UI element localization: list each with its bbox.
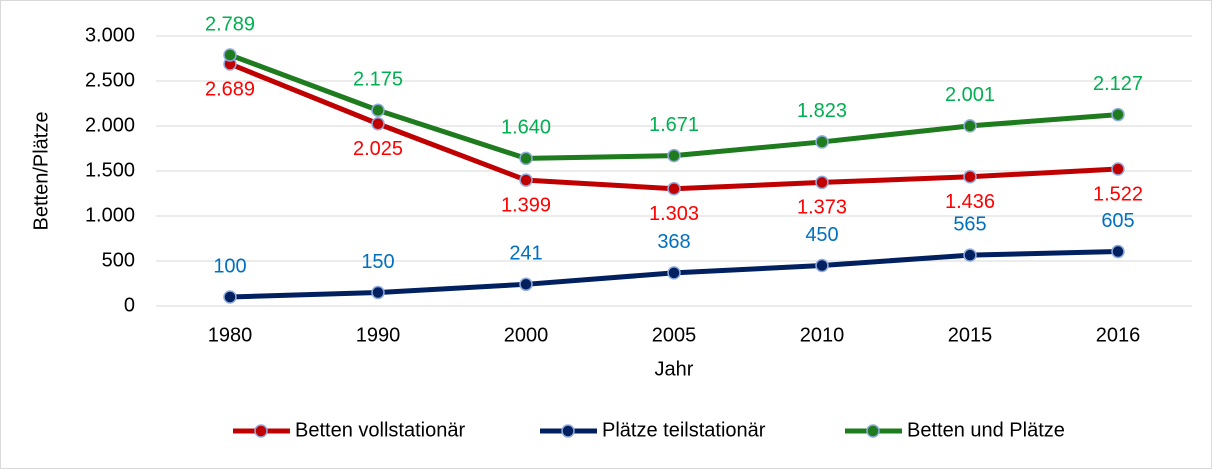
y-tick-label: 3.000: [85, 24, 135, 46]
data-point: [815, 258, 829, 273]
data-label: 1.303: [649, 203, 699, 225]
data-label: 100: [213, 255, 246, 277]
data-label: 2.025: [353, 138, 403, 160]
x-tick-label: 1980: [208, 324, 253, 346]
data-point: [963, 119, 977, 133]
legend-label: Betten und Plätze: [907, 419, 1065, 441]
data-label: 2.001: [945, 84, 995, 106]
data-point: [223, 48, 237, 62]
data-point: [1111, 162, 1125, 176]
data-label: 241: [509, 243, 542, 265]
data-point: [1111, 244, 1125, 259]
legend-marker: [866, 424, 880, 438]
y-tick-label: 2.500: [85, 69, 135, 91]
data-label: 2.127: [1093, 73, 1143, 95]
y-tick-label: 2.000: [85, 114, 135, 136]
legend-marker: [254, 424, 268, 438]
data-label: 2.175: [353, 69, 403, 91]
data-point: [963, 248, 977, 262]
data-point: [519, 277, 533, 292]
data-point: [815, 135, 829, 149]
y-tick-label: 1.000: [85, 204, 135, 226]
data-point: [371, 117, 385, 131]
x-tick-label: 2000: [504, 324, 549, 346]
data-point: [519, 173, 533, 187]
legend-item: Plätze teilstationär: [540, 419, 766, 441]
y-tick-label: 1.500: [85, 159, 135, 181]
data-point: [1111, 107, 1125, 122]
data-point: [223, 290, 237, 304]
data-label: 2.789: [205, 13, 255, 35]
data-point: [519, 151, 533, 166]
x-axis-label: Jahr: [655, 358, 694, 380]
data-label: 450: [805, 224, 838, 246]
data-label: 1.373: [797, 197, 847, 219]
data-label: 2.689: [205, 78, 255, 100]
data-point: [667, 266, 681, 280]
legend-label: Betten vollstationär: [295, 419, 465, 441]
data-point: [371, 103, 385, 117]
legend-marker: [561, 424, 575, 438]
data-label: 368: [657, 231, 690, 253]
data-label: 150: [361, 251, 394, 273]
data-point: [371, 285, 385, 300]
x-tick-label: 1990: [356, 324, 401, 346]
y-axis-label: Betten/Plätze: [30, 112, 52, 231]
x-tick-label: 2015: [948, 324, 993, 346]
data-label: 1.436: [945, 191, 995, 213]
data-point: [667, 148, 681, 163]
x-tick-label: 2016: [1096, 324, 1141, 346]
data-point: [667, 181, 681, 196]
x-tick-label: 2010: [800, 324, 845, 346]
legend-item: Betten und Plätze: [845, 419, 1065, 441]
legend-label: Plätze teilstationär: [602, 419, 766, 441]
data-label: 1.671: [649, 114, 699, 136]
y-tick-label: 0: [124, 294, 135, 316]
data-point: [815, 175, 829, 190]
data-label: 1.522: [1093, 183, 1143, 205]
data-label: 565: [953, 213, 986, 235]
x-tick-label: 2005: [652, 324, 697, 346]
data-label: 1.823: [797, 100, 847, 122]
y-tick-label: 500: [102, 249, 135, 271]
data-point: [963, 170, 977, 184]
data-label: 1.640: [501, 117, 551, 139]
data-label: 605: [1101, 210, 1134, 232]
data-label: 1.399: [501, 194, 551, 216]
legend-item: Betten vollstationär: [233, 419, 465, 441]
